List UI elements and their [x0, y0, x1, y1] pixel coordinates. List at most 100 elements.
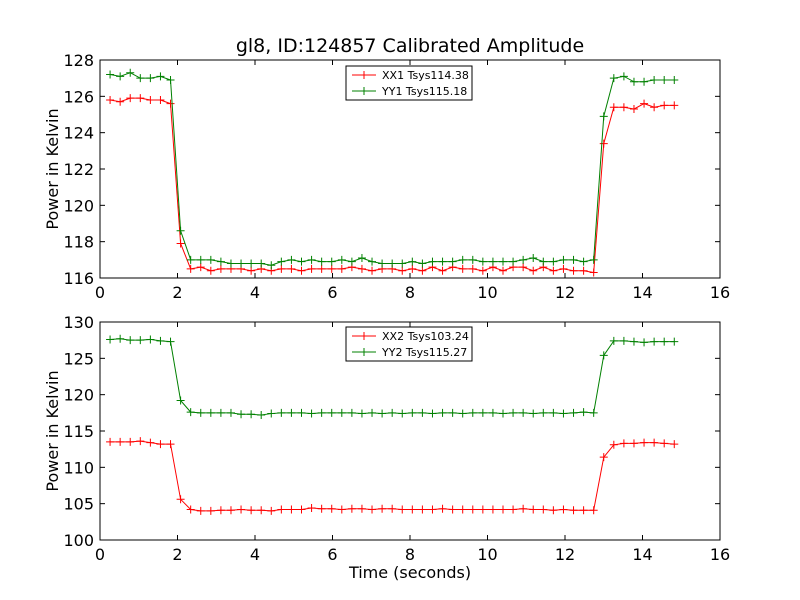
y-axis-label: Power in Kelvin — [43, 370, 62, 491]
data-point — [368, 257, 377, 266]
data-point — [176, 239, 185, 248]
y-tick-label: 130 — [63, 313, 94, 332]
data-point — [176, 396, 185, 405]
data-point — [458, 505, 467, 514]
y-tick-label: 126 — [63, 87, 94, 106]
data-point — [559, 264, 568, 273]
data-point — [277, 505, 286, 514]
data-point — [196, 506, 205, 515]
data-point — [166, 75, 175, 84]
data-point — [277, 264, 286, 273]
data-point — [448, 505, 457, 514]
y-tick-label: 105 — [63, 495, 94, 514]
legend-label: YY1 Tsys115.18 — [381, 85, 467, 98]
data-point — [599, 453, 608, 462]
data-point — [499, 505, 507, 514]
data-point — [226, 506, 235, 515]
data-point — [438, 266, 447, 275]
x-tick-label: 14 — [632, 283, 652, 302]
data-point — [398, 259, 407, 268]
data-point — [126, 336, 135, 345]
data-point — [650, 438, 659, 447]
series-1 — [106, 334, 679, 420]
data-point — [478, 505, 487, 514]
legend-marker — [360, 71, 368, 79]
x-tick-label: 12 — [555, 545, 575, 564]
data-point — [478, 266, 487, 275]
data-point — [156, 440, 165, 449]
data-point — [408, 505, 417, 514]
data-point — [519, 263, 528, 272]
data-point — [559, 505, 568, 514]
data-point — [640, 99, 649, 108]
data-point — [317, 264, 326, 273]
y-tick-label: 128 — [63, 51, 94, 70]
data-point — [166, 440, 175, 449]
data-point — [599, 139, 608, 148]
data-point — [569, 408, 578, 417]
data-point — [166, 337, 175, 346]
data-point — [458, 409, 467, 418]
data-point — [206, 255, 215, 264]
data-point — [408, 408, 417, 417]
data-point — [640, 338, 649, 347]
data-point — [438, 257, 447, 266]
data-point — [368, 505, 377, 514]
data-point — [156, 336, 165, 345]
data-point — [206, 408, 215, 417]
data-point — [609, 74, 618, 83]
data-point — [579, 257, 588, 266]
data-point — [619, 72, 628, 81]
data-point — [569, 255, 578, 264]
data-point — [146, 95, 155, 104]
x-tick-label: 14 — [632, 545, 652, 564]
data-point — [146, 335, 155, 344]
data-point — [519, 255, 528, 264]
y-tick-label: 116 — [63, 269, 94, 288]
x-tick-label: 0 — [95, 283, 105, 302]
data-point — [640, 77, 649, 86]
data-point — [116, 72, 125, 81]
data-point — [629, 439, 638, 448]
data-point — [428, 409, 437, 418]
data-point — [226, 259, 235, 268]
data-point — [488, 408, 497, 417]
data-point — [186, 255, 195, 264]
data-point — [196, 255, 205, 264]
figure-title: gl8, ID:124857 Calibrated Amplitude — [236, 35, 584, 57]
data-point — [589, 506, 598, 515]
data-point — [257, 411, 266, 420]
data-point — [599, 112, 608, 121]
data-point — [398, 266, 407, 275]
data-point — [267, 409, 276, 418]
data-point — [670, 337, 679, 346]
data-point — [660, 75, 669, 84]
data-point — [297, 505, 306, 514]
series-0 — [106, 437, 679, 515]
data-point — [368, 266, 377, 275]
data-point — [257, 259, 266, 268]
data-point — [378, 259, 387, 268]
data-point — [579, 408, 588, 417]
data-point — [509, 505, 518, 514]
x-tick-label: 4 — [250, 545, 260, 564]
data-point — [277, 257, 286, 266]
data-point — [297, 257, 306, 266]
data-point — [357, 264, 366, 273]
data-point — [589, 408, 598, 417]
legend-box — [345, 326, 473, 362]
data-point — [106, 95, 115, 104]
data-point — [509, 408, 518, 417]
legend-label: YY2 Tsys115.27 — [381, 346, 467, 359]
data-point — [499, 409, 507, 418]
data-point — [307, 409, 316, 418]
data-point — [237, 410, 246, 419]
data-point — [136, 437, 145, 446]
x-tick-label: 6 — [327, 545, 337, 564]
data-point — [529, 266, 538, 275]
data-point — [116, 437, 125, 446]
data-point — [146, 438, 155, 447]
data-point — [589, 255, 598, 264]
data-point — [398, 409, 407, 418]
x-tick-label: 2 — [172, 283, 182, 302]
